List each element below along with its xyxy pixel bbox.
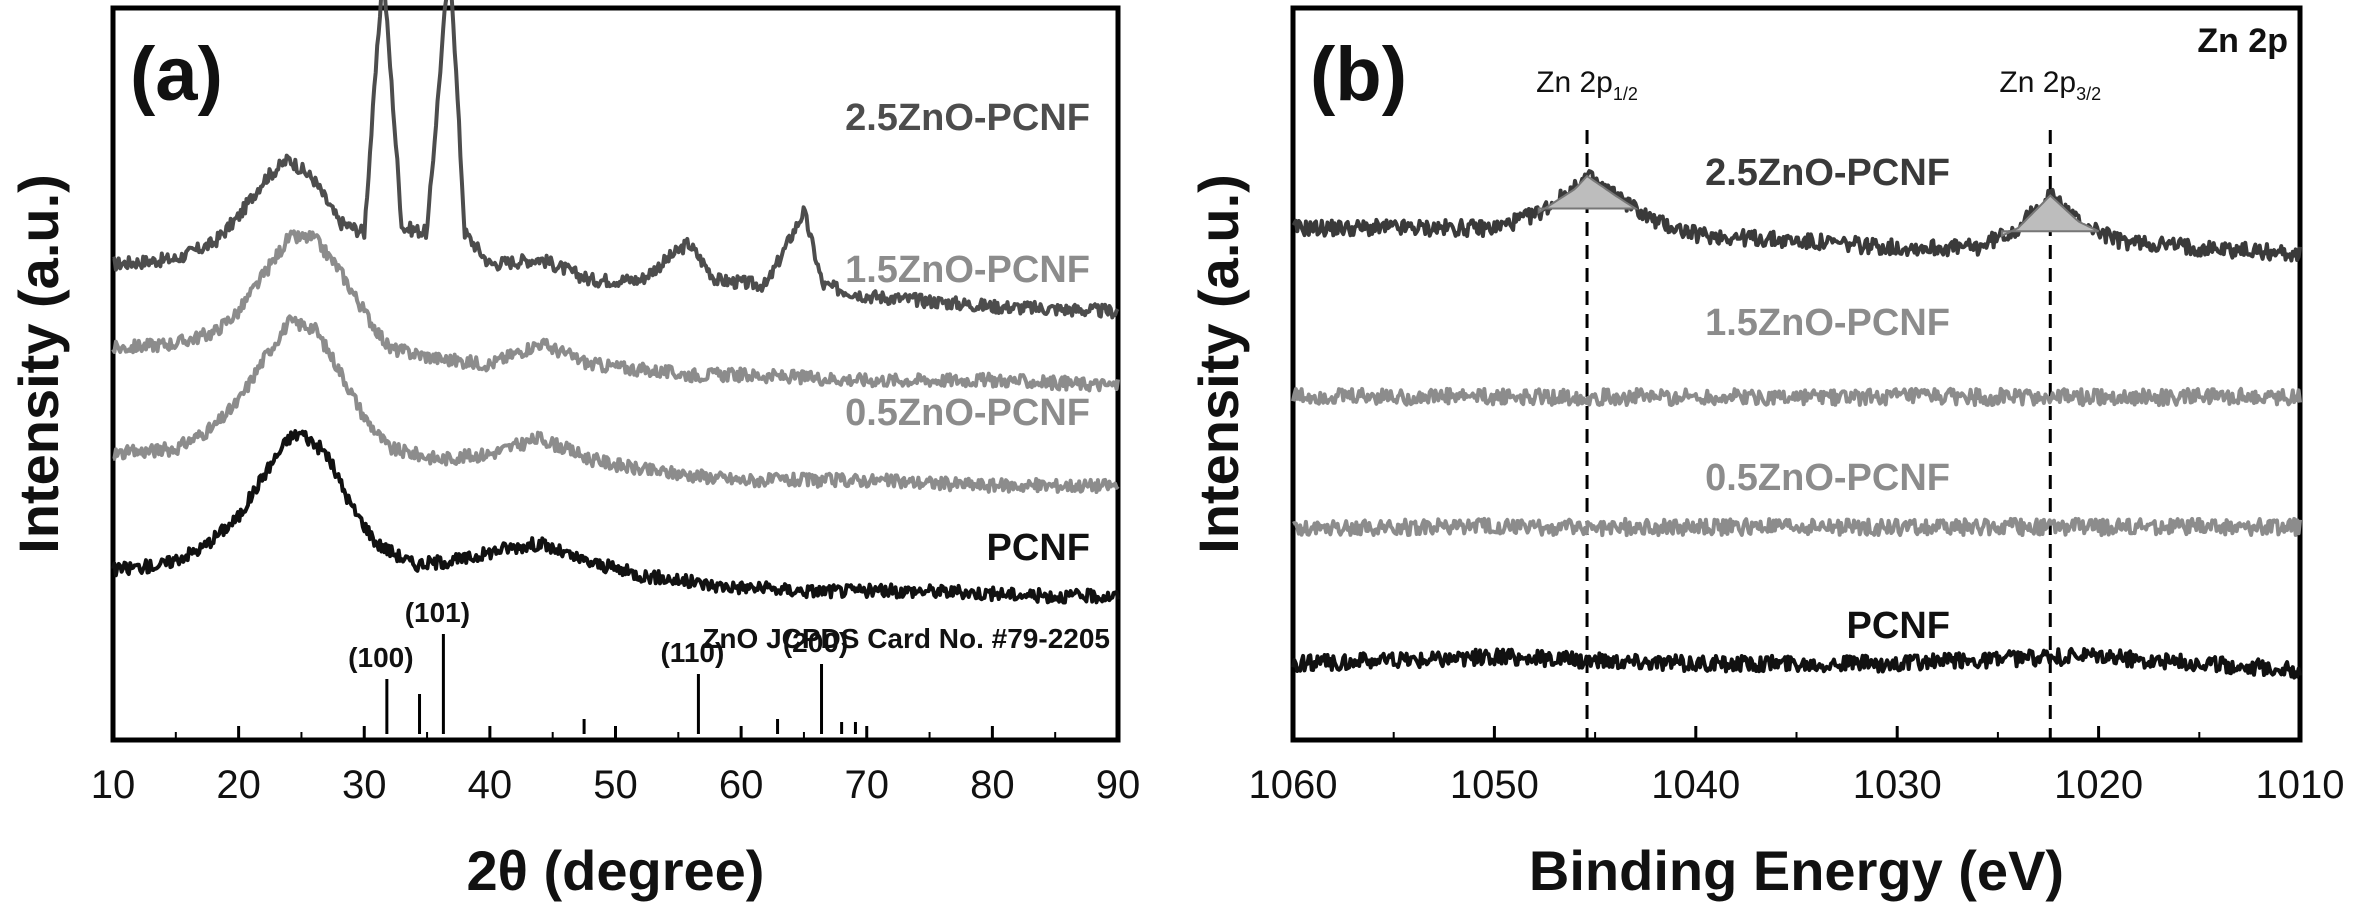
- x-tick-label: 50: [593, 763, 638, 807]
- series-label: 0.5ZnO-PCNF: [1705, 457, 1950, 499]
- series-line: [1291, 386, 2302, 408]
- x-tick-label: 70: [845, 763, 890, 807]
- panel-label: (a): [130, 32, 223, 117]
- reference-hkl-label: (100): [348, 642, 413, 673]
- series-label: 2.5ZnO-PCNF: [845, 97, 1090, 139]
- series-line: [1291, 647, 2302, 680]
- reference-hkl-label: (200): [783, 627, 848, 658]
- x-tick-label: 10: [91, 763, 136, 807]
- x-tick-label: 1060: [1249, 763, 1338, 807]
- x-tick-label: 30: [342, 763, 387, 807]
- x-tick-label: 1020: [2054, 763, 2143, 807]
- series-line: [112, 0, 1120, 320]
- panel-a: 10 20 30 40 50 60 70 80 90 2θ (degree) Intensity (…: [7, 0, 1140, 902]
- reference-hkl-label: (101): [405, 597, 470, 628]
- peak-fill: [2000, 194, 2100, 238]
- series-label: 1.5ZnO-PCNF: [1705, 302, 1950, 344]
- panel-label: (b): [1310, 32, 1407, 117]
- x-tick-label: 90: [1096, 763, 1141, 807]
- series-line: [1292, 516, 2302, 538]
- x-axis-title: 2θ (degree): [467, 839, 765, 902]
- x-tick-label: 1040: [1651, 763, 1740, 807]
- series-line: [112, 314, 1120, 494]
- series-line: [111, 229, 1120, 393]
- x-tick-label: 80: [970, 763, 1015, 807]
- reference-card-label: ZnO JCPDS Card No. #79-2205: [702, 623, 1110, 654]
- series-label: 1.5ZnO-PCNF: [845, 249, 1090, 291]
- peak-label: Zn 2p1/2: [1536, 66, 1638, 104]
- peak-label-main: Zn 2p: [1999, 66, 2076, 99]
- x-axis-title: Binding Energy (eV): [1529, 839, 2064, 902]
- x-tick-label: 60: [719, 763, 764, 807]
- series-line: [111, 429, 1120, 605]
- series-label: PCNF: [987, 527, 1090, 569]
- x-tick-label: 1030: [1853, 763, 1942, 807]
- plot-frame: [1290, 5, 2303, 743]
- x-tick-label: 20: [216, 763, 261, 807]
- peak-label: Zn 2p3/2: [1999, 66, 2101, 104]
- x-tick-label: 40: [468, 763, 513, 807]
- x-tick-label: 1050: [1450, 763, 1539, 807]
- x-tick-label: 1010: [2256, 763, 2345, 807]
- peak-label-subscript: 1/2: [1613, 84, 1638, 104]
- corner-label: Zn 2p: [2197, 22, 2288, 60]
- peak-label-subscript: 3/2: [2076, 84, 2101, 104]
- peak-label-main: Zn 2p: [1536, 66, 1613, 99]
- series-line: [1291, 169, 2302, 263]
- series-label: PCNF: [1847, 605, 1950, 647]
- panel-b: 1060 1050 1040 1030 1020 1010 Binding Energy (…: [1187, 5, 2345, 902]
- series-label: 2.5ZnO-PCNF: [1705, 152, 1950, 194]
- y-axis-title: Intensity (a.u.): [1187, 174, 1250, 554]
- peak-fill: [1537, 174, 1639, 215]
- reference-hkl-label: (110): [660, 637, 724, 668]
- y-axis-title: Intensity (a.u.): [7, 174, 70, 554]
- series-label: 0.5ZnO-PCNF: [845, 392, 1090, 434]
